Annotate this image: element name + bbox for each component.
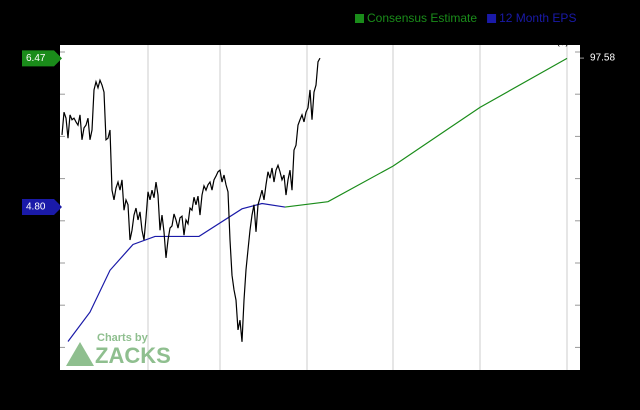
legend-swatch xyxy=(487,14,497,23)
y-tick-label: 6.47 xyxy=(26,53,46,64)
watermark: ZACKS xyxy=(95,343,171,368)
y-tick-flag xyxy=(22,199,62,216)
legend-swatch xyxy=(518,38,526,44)
legend-swatch xyxy=(355,14,364,23)
series-line xyxy=(61,57,321,342)
y-tick-label: 4.80 xyxy=(26,202,46,213)
series-line xyxy=(67,202,286,342)
legend-label: Price ($) xyxy=(531,37,569,48)
watermark: Charts by xyxy=(97,332,149,344)
y2-tick-label: 97.58 xyxy=(590,53,615,64)
legend-label: Consensus Estimate xyxy=(367,11,477,25)
legend-label: 12 Month EPS xyxy=(499,11,576,25)
plot-area xyxy=(60,45,580,370)
y-tick-flag xyxy=(22,50,62,67)
series-line xyxy=(284,57,568,208)
logo-icon xyxy=(66,342,94,366)
